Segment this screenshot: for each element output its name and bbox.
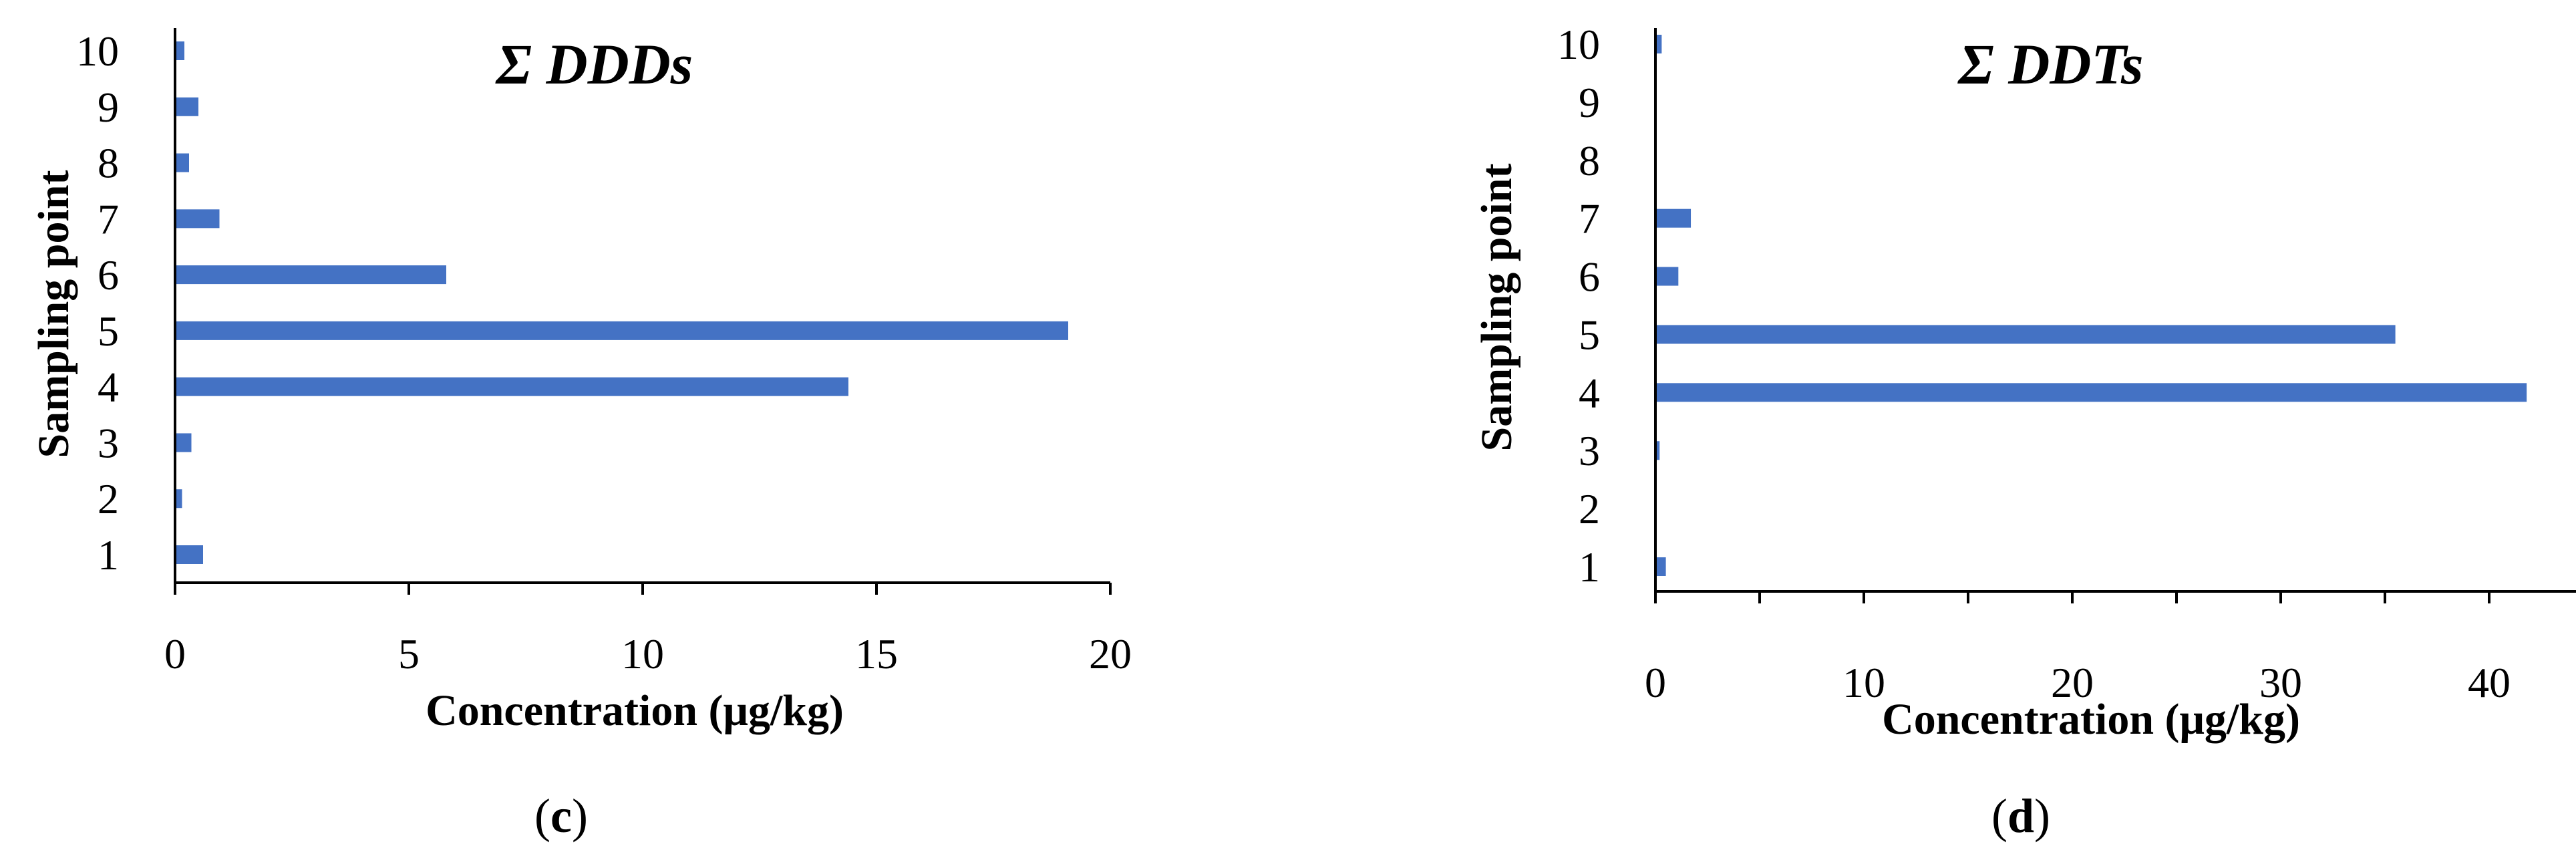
plot-area: 1 2 3 4 5 6 7 8 9 10 0 5 10 15 20 <box>76 27 1132 678</box>
y-tick-label: 9 <box>1579 79 1600 126</box>
y-tick-label: 8 <box>1579 137 1600 184</box>
y-tick-label: 7 <box>1579 195 1600 243</box>
bar-10 <box>1655 35 1662 53</box>
x-tick-label: 30 <box>2259 659 2302 706</box>
x-axis-title: Concentration (μg/kg) <box>426 686 844 735</box>
bar-7 <box>175 209 220 229</box>
bar-2 <box>175 489 182 509</box>
chart-title: Σ DDDs <box>495 32 693 96</box>
panel-caption: (c) <box>534 789 588 843</box>
y-tick-label: 3 <box>98 419 119 466</box>
y-tick-label: 1 <box>1579 543 1600 591</box>
y-tick-label: 2 <box>1579 485 1600 533</box>
bar-4 <box>175 377 848 396</box>
y-tick-label: 2 <box>98 475 119 523</box>
bar-1 <box>175 545 203 564</box>
bar-3 <box>175 433 192 452</box>
x-tick-label: 20 <box>1089 630 1132 678</box>
y-axis-title: Sampling point <box>29 170 78 458</box>
bar-4 <box>1655 383 2527 402</box>
x-tick-label: 10 <box>621 630 664 678</box>
bar-7 <box>1655 208 1692 228</box>
x-tick-label: 10 <box>1842 659 1885 706</box>
chart-title: Σ DDTs <box>1957 32 2143 96</box>
y-tick-label: 10 <box>1557 21 1600 68</box>
bar-5 <box>175 321 1068 340</box>
y-tick-label: 8 <box>98 140 119 187</box>
panel-caption: (d) <box>1991 789 2050 843</box>
x-tick-label: 40 <box>2468 659 2511 706</box>
bar-5 <box>1655 325 2396 344</box>
y-tick-label: 4 <box>98 364 119 411</box>
x-tick-label: 15 <box>855 630 898 678</box>
y-axis-title: Sampling point <box>1472 163 1521 451</box>
y-tick-label: 10 <box>76 27 119 75</box>
y-tick-label: 5 <box>1579 311 1600 358</box>
y-tick-label: 6 <box>98 251 119 299</box>
bar-6 <box>1655 267 1679 286</box>
bar-8 <box>175 153 189 172</box>
y-tick-label: 9 <box>98 84 119 131</box>
x-tick-label: 5 <box>398 630 420 678</box>
x-axis-title: Concentration (μg/kg) <box>1882 695 2300 744</box>
bar-10 <box>175 41 184 60</box>
bar-6 <box>175 265 446 285</box>
x-tick-label: 20 <box>2051 659 2094 706</box>
chart-panel-ddds: Σ DDDs Sampling point Concentration (μg/… <box>29 27 1132 843</box>
bar-3 <box>1655 441 1660 460</box>
y-tick-label: 1 <box>98 531 119 579</box>
y-tick-label: 7 <box>98 195 119 243</box>
chart-panel-ddts: Σ DDTs Sampling point Concentration (μg/… <box>1472 21 2576 843</box>
bar-9 <box>175 97 198 116</box>
x-tick-label: 0 <box>164 630 186 678</box>
y-tick-label: 5 <box>98 307 119 355</box>
x-tick-label: 0 <box>1645 659 1666 706</box>
plot-area: 1 2 3 4 5 6 7 8 9 10 0 10 20 30 40 <box>1557 21 2576 706</box>
y-tick-label: 6 <box>1579 253 1600 301</box>
bar-1 <box>1655 557 1666 576</box>
y-tick-label: 3 <box>1579 427 1600 474</box>
y-tick-label: 4 <box>1579 369 1600 416</box>
